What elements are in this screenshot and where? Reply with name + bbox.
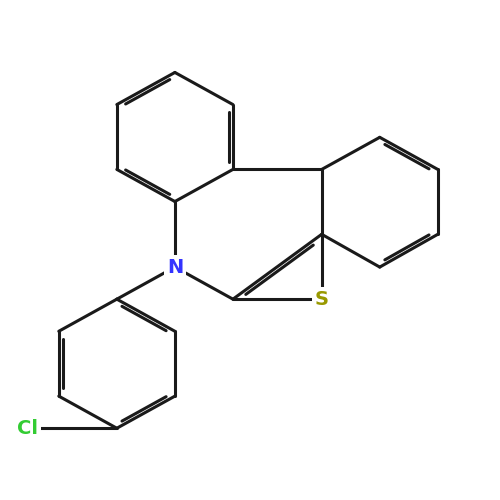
Text: S: S: [314, 290, 328, 308]
Text: N: N: [167, 258, 183, 276]
Text: Cl: Cl: [18, 418, 38, 438]
